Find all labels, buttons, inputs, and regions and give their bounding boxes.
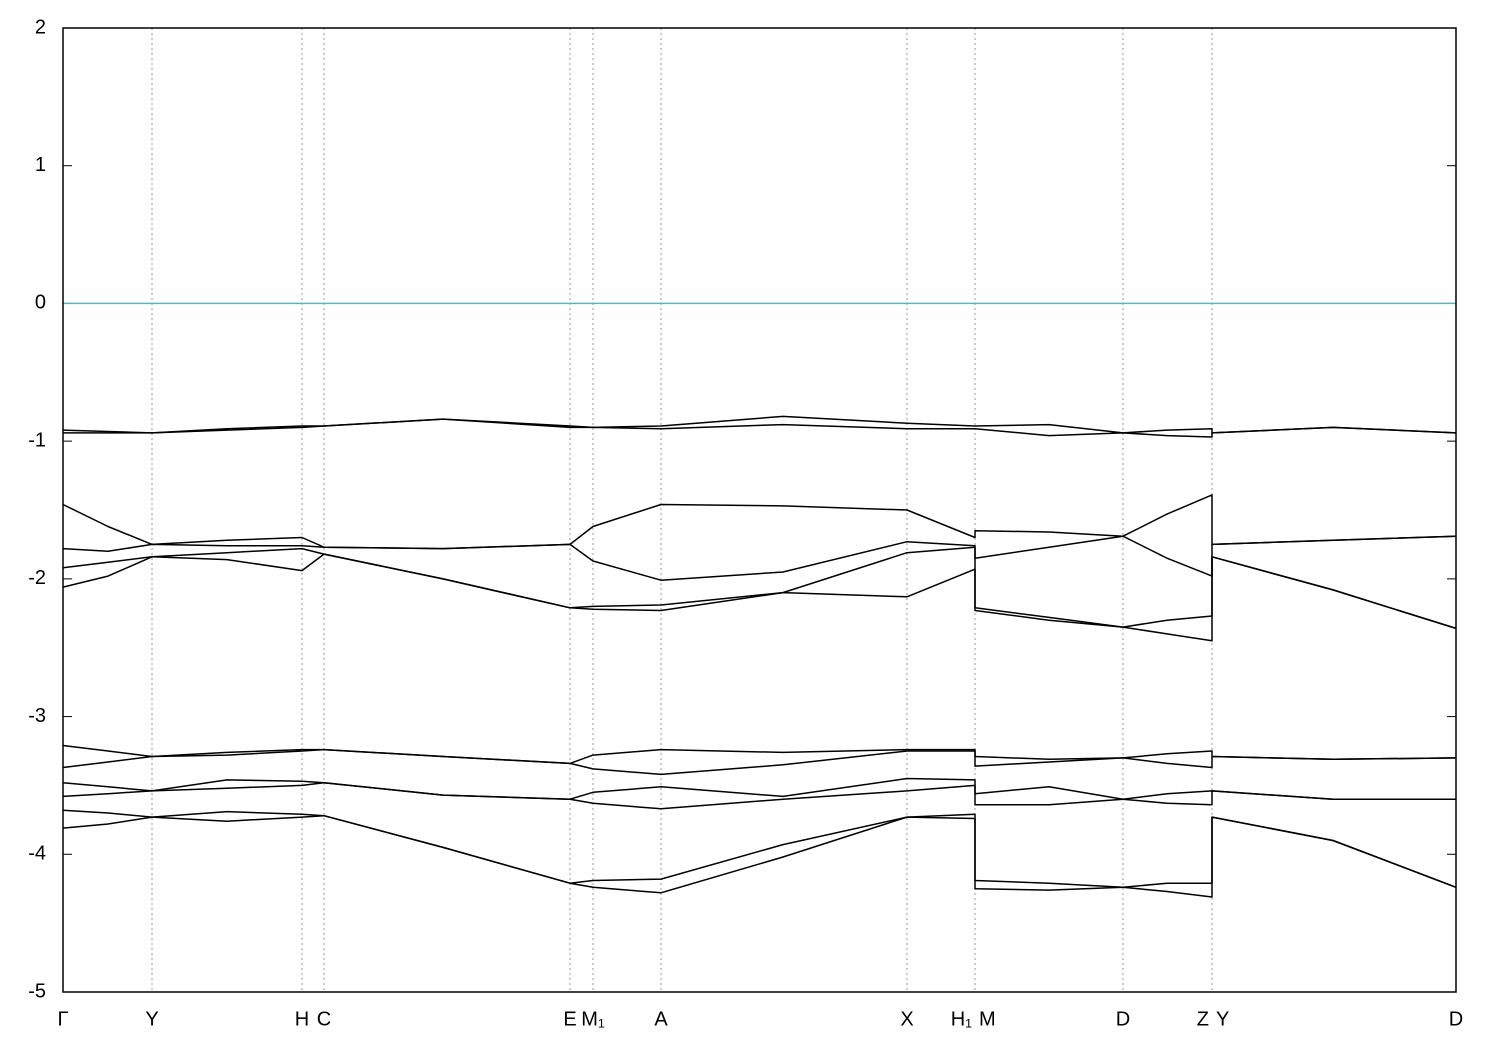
- x-tick-label: X: [900, 1008, 913, 1030]
- band: [62, 744, 1457, 765]
- y-tick-label: 2: [35, 16, 46, 38]
- y-tick-label: 1: [35, 154, 46, 176]
- x-tick-label: Y: [145, 1008, 158, 1030]
- x-tick-label: Y: [1216, 1008, 1229, 1030]
- band: [62, 781, 1456, 810]
- band: [63, 418, 1457, 438]
- band: [62, 748, 1457, 776]
- y-tick-label: -5: [28, 980, 46, 1002]
- y-tick-label: 0: [35, 292, 46, 314]
- y-tick-label: -3: [28, 705, 46, 727]
- band: [62, 535, 1457, 581]
- y-tick-label: -1: [28, 429, 46, 451]
- x-tick-label: E: [563, 1008, 576, 1030]
- band: [62, 494, 1457, 550]
- x-tick-label: D: [1116, 1008, 1130, 1030]
- x-tick-label: D: [1449, 1008, 1463, 1030]
- band: [62, 553, 1457, 642]
- x-tick-label: M₁: [581, 1008, 605, 1030]
- x-tick-label: M: [979, 1008, 996, 1030]
- band: [62, 814, 1457, 898]
- band: [62, 415, 1457, 434]
- x-tick-label: A: [654, 1008, 668, 1030]
- band: [62, 809, 1457, 889]
- x-tick-label: H: [295, 1008, 309, 1030]
- x-tick-label: Γ: [57, 1008, 68, 1030]
- band: [62, 777, 1456, 800]
- x-tick-label: H₁: [951, 1008, 972, 1030]
- x-tick-label: C: [317, 1008, 331, 1030]
- y-tick-label: -4: [28, 843, 46, 865]
- plot-frame: [62, 27, 1457, 993]
- x-tick-label: Z: [1197, 1008, 1209, 1030]
- y-tick-label: -2: [28, 567, 46, 589]
